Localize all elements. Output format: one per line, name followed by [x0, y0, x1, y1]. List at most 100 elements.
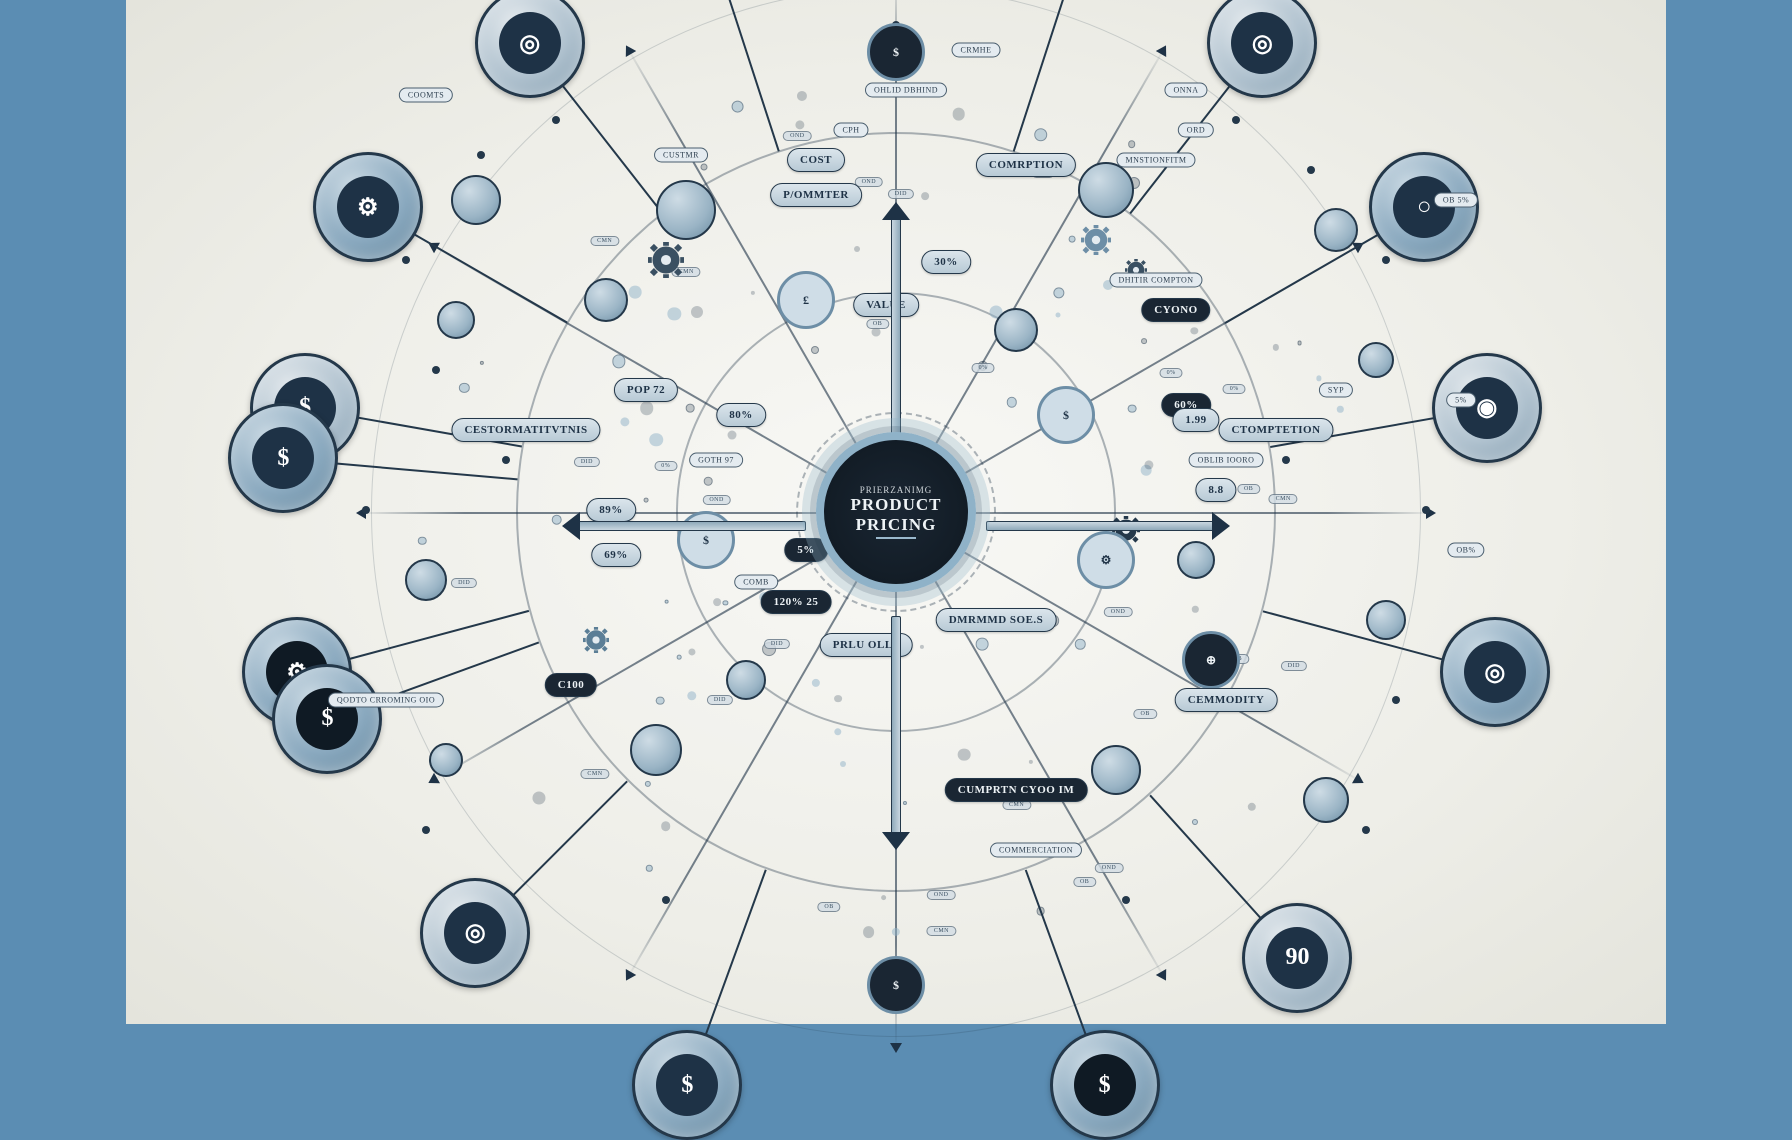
orbit-node: $: [272, 664, 382, 774]
label-pill: COST: [787, 148, 845, 172]
anchor-dot: [1282, 456, 1290, 464]
orbit-node-glyph: $: [656, 1054, 718, 1116]
label-pill: 30%: [921, 250, 971, 274]
texture-pill: OND: [855, 177, 884, 187]
texture-dot: [1128, 404, 1137, 413]
texture-pill: OB: [817, 902, 840, 912]
orbit-node: $: [1050, 1030, 1160, 1140]
texture-dot: [418, 536, 427, 545]
texture-pill: 0%: [1160, 368, 1183, 378]
texture-dot: [1056, 313, 1061, 318]
mini-circle: [451, 175, 501, 225]
texture-dot: [650, 433, 664, 447]
center-hub: Prierzanimg PRODUCT PRICING: [816, 432, 976, 592]
micro-tag: OB%: [1447, 543, 1484, 558]
orbit-node-glyph: ◉: [1456, 377, 1518, 439]
anchor-dot: [552, 116, 560, 124]
mini-circle: [630, 724, 682, 776]
mini-circle: [1366, 600, 1406, 640]
texture-dot: [691, 306, 703, 318]
badge-circle: £: [777, 271, 835, 329]
texture-dot: [811, 346, 819, 354]
micro-tag: CPH: [833, 123, 868, 138]
orbit-node-glyph: ◎: [444, 902, 506, 964]
texture-pill: DID: [764, 639, 790, 649]
label-pill: Dmrmmd soe.s: [936, 608, 1057, 632]
texture-pill: 0%: [1223, 384, 1246, 394]
badge-circle: ⊕: [1182, 631, 1240, 689]
label-pill: CESTORMATITVTNIS: [451, 418, 600, 442]
anchor-dot: [477, 151, 485, 159]
mini-circle: [1314, 208, 1358, 252]
gear-icon: [1081, 225, 1111, 255]
micro-tag: ONNA: [1164, 83, 1207, 98]
label-pill: 8.8: [1195, 478, 1236, 502]
micro-tag: GOTH 97: [689, 453, 743, 468]
micro-tag: QODTO CRROMING OIO: [328, 693, 444, 708]
texture-dot: [872, 328, 881, 337]
center-super: Prierzanimg: [860, 485, 933, 495]
texture-pill: OND: [1104, 607, 1133, 617]
anchor-dot: [1362, 826, 1370, 834]
texture-pill: OND: [783, 131, 812, 141]
texture-dot: [881, 895, 887, 901]
texture-dot: [1128, 140, 1136, 148]
texture-pill: OB: [1073, 877, 1096, 887]
texture-pill: DID: [1281, 661, 1307, 671]
label-pill: 80%: [716, 403, 766, 427]
orbit-node: ◉: [1432, 353, 1542, 463]
anchor-dot: [1232, 116, 1240, 124]
texture-dot: [664, 599, 669, 604]
orbit-node: ◎: [1440, 617, 1550, 727]
texture-pill: CMN: [590, 236, 619, 246]
anchor-dot: [1382, 256, 1390, 264]
micro-tag: CRMHE: [952, 43, 1001, 58]
texture-dot: [704, 477, 713, 486]
label-pill: CEMMODITY: [1175, 688, 1278, 712]
texture-dot: [629, 286, 642, 299]
anchor-dot: [662, 896, 670, 904]
texture-dot: [644, 498, 649, 503]
micro-tag: OB 5%: [1434, 193, 1478, 208]
texture-pill: DID: [707, 695, 733, 705]
mini-circle: [1078, 162, 1134, 218]
texture-dot: [1141, 338, 1147, 344]
center-underline: [876, 537, 916, 539]
label-pill: CUMPRTN CYOO IM: [945, 778, 1088, 802]
texture-pill: OB: [1134, 709, 1157, 719]
label-pill: 120% 25: [761, 590, 832, 614]
center-title-1: PRODUCT: [850, 495, 941, 515]
texture-pill: OND: [1095, 863, 1124, 873]
anchor-dot: [502, 456, 510, 464]
label-pill: P/ommter: [770, 183, 862, 207]
gear-icon: [583, 627, 609, 653]
badge-circle: $: [1037, 386, 1095, 444]
orbit-node: ⚙: [313, 152, 423, 262]
texture-dot: [863, 926, 875, 938]
anchor-dot: [1122, 896, 1130, 904]
texture-dot: [1297, 341, 1302, 346]
anchor-dot: [432, 366, 440, 374]
micro-tag: OHLID DBHIND: [865, 83, 947, 98]
anchor-dot: [1392, 696, 1400, 704]
texture-dot: [1075, 639, 1086, 650]
texture-pill: OND: [927, 890, 956, 900]
orbit-node: $: [632, 1030, 742, 1140]
mini-circle: [584, 278, 628, 322]
texture-dot: [921, 192, 929, 200]
badge-circle: $: [867, 956, 925, 1014]
texture-dot: [640, 401, 654, 415]
texture-dot: [701, 164, 708, 171]
orbit-node: ◎: [420, 878, 530, 988]
texture-pill: 0%: [654, 461, 677, 471]
badge-circle: $: [867, 23, 925, 81]
orbit-node-glyph: ⚙: [337, 176, 399, 238]
orbit-node-glyph: $: [1074, 1054, 1136, 1116]
texture-pill: DID: [451, 578, 477, 588]
label-pill: 1.99: [1172, 408, 1219, 432]
micro-tag: 5%: [1446, 393, 1476, 408]
texture-pill: CMN: [580, 769, 609, 779]
orbit-node-glyph: $: [252, 427, 314, 489]
texture-dot: [1034, 128, 1048, 142]
texture-dot: [552, 514, 563, 525]
